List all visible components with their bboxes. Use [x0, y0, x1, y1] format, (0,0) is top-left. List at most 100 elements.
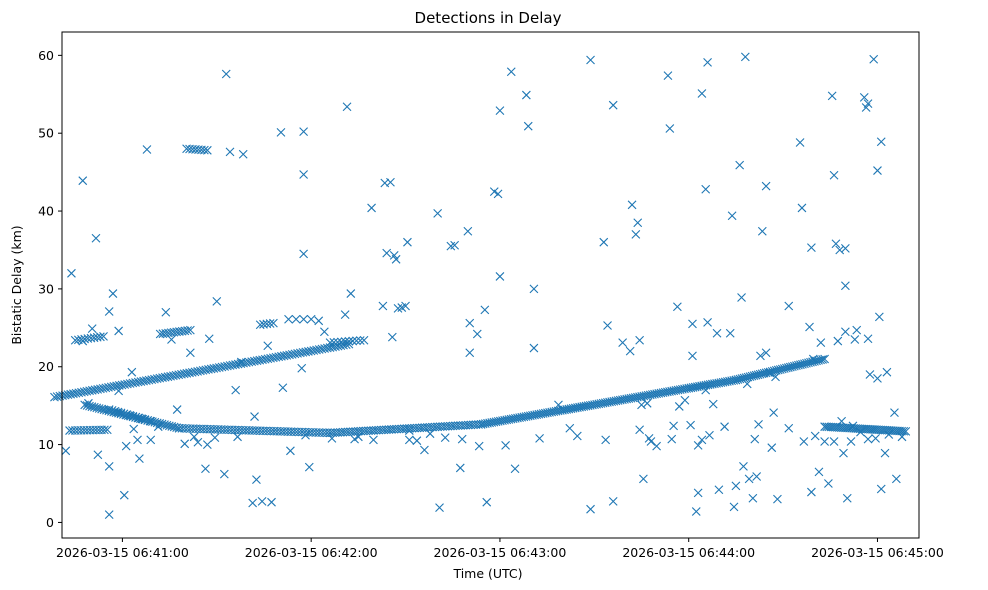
data-point	[238, 149, 248, 159]
data-point	[850, 335, 860, 344]
data-point	[863, 434, 873, 444]
data-point	[646, 437, 656, 446]
data-point	[219, 469, 229, 479]
data-point	[269, 318, 278, 328]
data-point	[805, 322, 814, 332]
data-point	[146, 435, 156, 445]
data-point	[495, 272, 505, 281]
data-point	[133, 435, 142, 445]
data-point	[720, 422, 729, 432]
data-point	[521, 90, 531, 100]
data-point	[680, 395, 690, 405]
data-point	[190, 367, 200, 377]
data-point	[669, 421, 678, 431]
plot-area-frame	[61, 31, 920, 539]
data-point	[693, 440, 703, 450]
data-point	[608, 100, 618, 110]
y-tick-label: 10	[38, 437, 54, 452]
data-point	[163, 372, 173, 382]
data-point	[128, 378, 138, 388]
data-point	[625, 346, 635, 356]
data-point	[61, 446, 71, 456]
data-point	[129, 424, 139, 434]
data-point	[480, 305, 490, 315]
data-point	[748, 493, 758, 503]
data-point	[608, 497, 618, 506]
data-point	[601, 435, 611, 445]
data-point	[799, 437, 809, 446]
data-point	[220, 362, 230, 371]
data-point	[829, 437, 839, 446]
data-point	[631, 230, 641, 239]
data-point	[199, 145, 209, 155]
data-point	[204, 365, 213, 374]
data-point	[257, 497, 267, 506]
data-point	[818, 355, 827, 364]
data-point	[891, 474, 901, 484]
data-point	[119, 490, 129, 500]
data-point	[71, 388, 81, 398]
data-point	[90, 385, 100, 395]
data-point	[301, 430, 310, 440]
data-point	[183, 326, 193, 335]
data-point	[244, 357, 254, 367]
data-point	[100, 425, 109, 435]
data-point	[652, 441, 662, 451]
data-point	[807, 487, 816, 497]
data-point	[248, 498, 258, 508]
data-point	[386, 177, 395, 187]
data-point	[691, 507, 701, 516]
data-point	[252, 356, 262, 366]
data-point	[158, 373, 167, 383]
data-point	[705, 430, 714, 440]
data-point	[873, 166, 882, 175]
data-point	[729, 502, 739, 512]
data-point	[810, 431, 820, 441]
data-point	[134, 413, 144, 423]
data-point	[87, 385, 97, 395]
data-point	[314, 316, 324, 326]
data-point	[761, 348, 771, 358]
data-point	[278, 383, 288, 393]
data-point	[152, 374, 162, 384]
data-point	[627, 200, 637, 210]
data-point	[474, 441, 484, 451]
data-point	[285, 350, 294, 360]
data-point	[84, 398, 93, 408]
data-point	[814, 467, 824, 477]
data-point	[820, 437, 830, 446]
data-point	[714, 485, 724, 495]
data-point	[348, 336, 358, 346]
data-point	[161, 307, 171, 317]
data-point	[78, 336, 88, 346]
data-point	[98, 383, 108, 393]
data-point	[425, 429, 435, 439]
data-point	[761, 181, 771, 191]
data-point	[99, 331, 108, 341]
data-point	[263, 341, 273, 351]
data-point	[599, 237, 609, 247]
data-point	[435, 503, 444, 513]
data-point	[865, 370, 875, 379]
data-point	[501, 440, 510, 450]
data-point	[249, 356, 259, 366]
data-point	[837, 416, 846, 426]
data-point	[87, 324, 97, 333]
data-point	[342, 102, 352, 112]
data-point	[756, 351, 765, 361]
data-point	[639, 474, 648, 484]
data-point	[340, 310, 350, 319]
data-point	[697, 435, 707, 445]
data-point	[635, 425, 645, 435]
data-point	[876, 484, 886, 494]
data-point	[125, 411, 135, 420]
x-tick-label: 2026-03-15 06:42:00	[245, 545, 378, 560]
data-point	[317, 344, 327, 354]
data-point	[369, 435, 378, 445]
data-point	[104, 461, 114, 471]
data-point	[808, 354, 818, 364]
data-point	[82, 386, 92, 396]
data-point	[510, 464, 520, 474]
data-point	[91, 233, 101, 243]
